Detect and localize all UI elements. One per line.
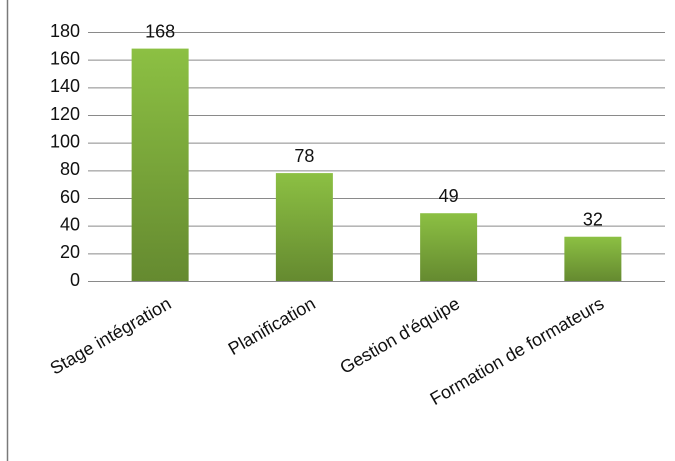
x-tick-label: Gestion d'équipe — [336, 293, 463, 378]
y-tick-label: 120 — [50, 104, 80, 124]
y-tick-label: 0 — [70, 270, 80, 290]
y-tick-label: 100 — [50, 131, 80, 151]
bar — [420, 213, 478, 281]
data-label: 32 — [583, 209, 603, 229]
bar — [131, 48, 189, 281]
bar — [275, 173, 333, 281]
y-tick-label: 140 — [50, 76, 80, 96]
data-label: 78 — [294, 146, 314, 166]
y-tick-label: 160 — [50, 48, 80, 68]
y-tick-label: 80 — [60, 159, 80, 179]
x-tick-label: Planification — [225, 293, 319, 359]
y-tick-label: 180 — [50, 21, 80, 41]
y-tick-label: 60 — [60, 187, 80, 207]
y-tick-label: 40 — [60, 214, 80, 234]
x-tick-label: Stage intégration — [47, 293, 175, 378]
data-label: 168 — [145, 21, 175, 41]
bar — [564, 236, 622, 281]
y-tick-label: 20 — [60, 242, 80, 262]
data-label: 49 — [439, 186, 459, 206]
